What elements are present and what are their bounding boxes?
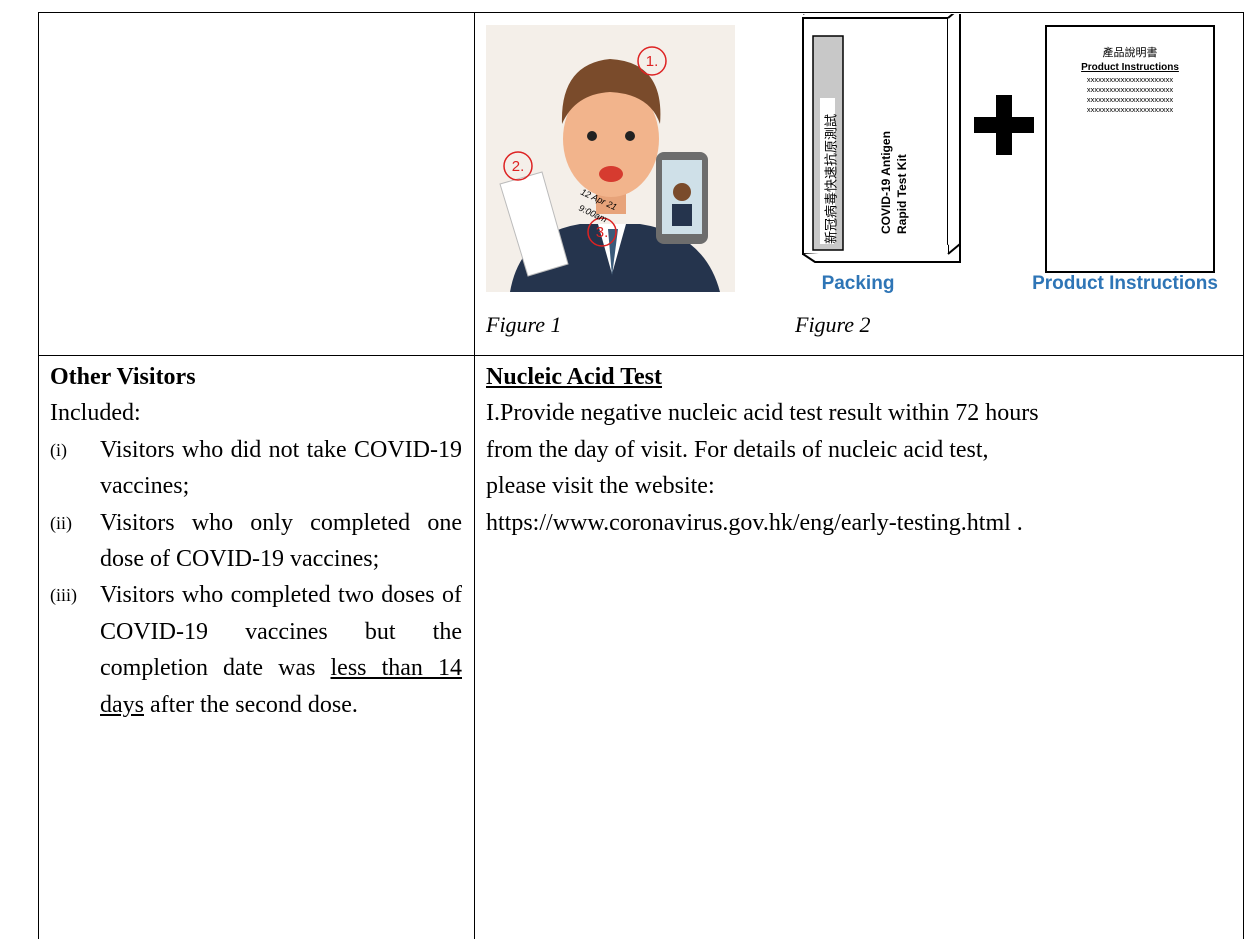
list-item: (iii) Visitors who completed two doses of… (50, 577, 462, 723)
figure-caption: Figure 1 (486, 312, 562, 337)
text-line: https://www.coronavirus.gov.hk/eng/early… (486, 509, 1023, 536)
figure-marker: 1. (646, 53, 659, 70)
figures: 1. 2. 3. 12 Apr 21 9:00am 新冠病毒快速抗原測試 COV… (486, 14, 1218, 294)
heading: Other Visitors (50, 364, 196, 390)
list-marker: (i) (50, 439, 67, 460)
table-border (474, 12, 475, 939)
list-marker: (iii) (50, 585, 77, 606)
box-title: Rapid Test Kit (895, 154, 909, 234)
figure-2-box (802, 14, 961, 263)
item-text: Visitors who did not take COVID-19 vacci… (100, 436, 462, 500)
doc-line: xxxxxxxxxxxxxxxxxxxxxxx (1087, 85, 1174, 94)
box-title: COVID-19 Antigen (879, 131, 893, 234)
figure-1-illustration: 1. 2. 3. 12 Apr 21 9:00am (486, 25, 735, 292)
doc-label: Product Instructions (1032, 273, 1218, 294)
item-underlined: less than 14 days (100, 655, 462, 718)
list-item: (ii) Visitors who only completed one dose… (50, 505, 462, 578)
text-line: please visit the website: (486, 473, 715, 500)
table-border (38, 355, 1244, 356)
list-marker: (ii) (50, 512, 72, 533)
figure-marker: 2. (512, 158, 525, 175)
doc-line: xxxxxxxxxxxxxxxxxxxxxxx (1087, 75, 1174, 84)
item-text: Visitors who completed two doses of COVI… (100, 582, 462, 682)
table-border (38, 12, 1244, 13)
instruction-sheet (1045, 25, 1215, 273)
text-line: from the day of visit. For details of nu… (486, 436, 989, 463)
doc-title: Product Instructions (1081, 62, 1179, 73)
plus-sign (974, 95, 1034, 155)
left-cell: Other Visitors Included: (i) Visitors who… (50, 359, 462, 723)
figure-caption: Figure 2 (795, 312, 871, 337)
heading: Nucleic Acid Test (486, 364, 663, 390)
doc-line: xxxxxxxxxxxxxxxxxxxxxxx (1087, 95, 1174, 104)
doc-chinese: 產品說明書 (1103, 45, 1158, 59)
packing-label: Packing (822, 273, 895, 294)
figure-marker: 3. (596, 224, 609, 241)
right-cell: Nucleic Acid Test I.Provide negative nuc… (486, 359, 1241, 541)
item-text: Visitors who only completed one dose of … (100, 509, 462, 573)
intro: Included: (50, 400, 141, 427)
list-item: (i) Visitors who did not take COVID-19 va… (50, 432, 462, 505)
text-line: I.Provide negative nucleic acid test res… (486, 400, 1039, 427)
item-text: after the second dose. (150, 691, 358, 718)
table-border (38, 12, 39, 939)
box-chinese: 新冠病毒快速抗原測試 (823, 114, 838, 244)
doc-line: xxxxxxxxxxxxxxxxxxxxxxx (1087, 105, 1174, 114)
table-border (1243, 12, 1244, 939)
